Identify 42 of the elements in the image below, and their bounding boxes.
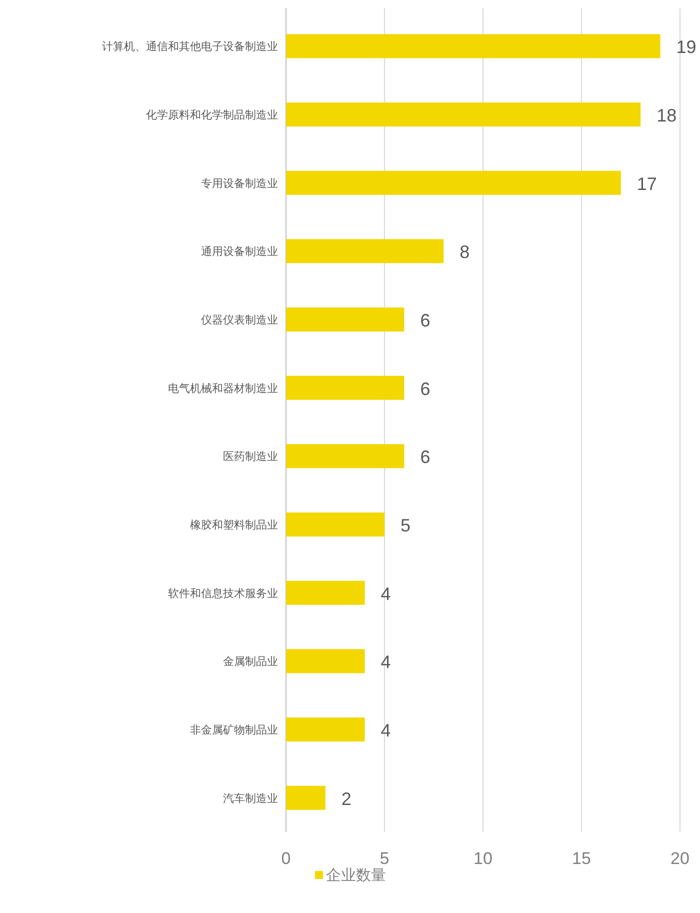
bar [286,376,404,400]
data-label: 19 [676,37,696,58]
x-tick-label: 15 [572,849,591,868]
bar [286,239,444,264]
data-label: 6 [420,378,430,399]
bar [286,102,641,126]
bar [286,649,365,674]
bar [286,718,365,742]
data-label: 4 [380,652,391,672]
bar [286,580,365,605]
legend-label: 企业数量 [326,867,386,884]
y-tick-label: 电气机械和器材制造业 [168,382,278,395]
y-tick-label: 金属制品业 [223,655,278,668]
y-tick-label: 非金属矿物制品业 [190,724,278,736]
y-tick-label: 汽车制造业 [223,792,278,805]
y-tick-label: 橡胶和塑料制品业 [190,518,278,532]
data-label: 6 [420,310,430,330]
x-tick-label: 0 [281,849,291,868]
y-tick-label: 化学原料和化学制品制造业 [146,108,278,122]
x-tick-label: 10 [474,849,492,868]
data-label: 4 [380,720,391,740]
data-label: 4 [380,584,391,604]
bar [286,170,621,195]
data-label: 8 [460,242,470,262]
bar [286,786,326,810]
bar [286,34,660,58]
y-tick-label: 医药制造业 [223,450,278,464]
data-label: 5 [400,516,411,536]
y-tick-label: 软件和信息技术服务业 [168,586,278,600]
bar [286,444,404,468]
x-tick-label: 5 [380,849,390,868]
y-tick-label: 专用设备制造业 [201,176,278,190]
y-tick-label: 通用设备制造业 [201,245,278,258]
data-label: 17 [636,174,657,194]
bar [286,512,384,536]
bar [286,308,404,332]
data-label: 18 [656,106,677,126]
y-tick-label: 仪器仪表制造业 [201,314,278,326]
data-label: 6 [420,447,430,468]
x-tick-label: 20 [670,849,690,868]
data-label: 2 [341,788,352,809]
y-tick-label: 计算机、通信和其他电子设备制造业 [102,40,278,54]
